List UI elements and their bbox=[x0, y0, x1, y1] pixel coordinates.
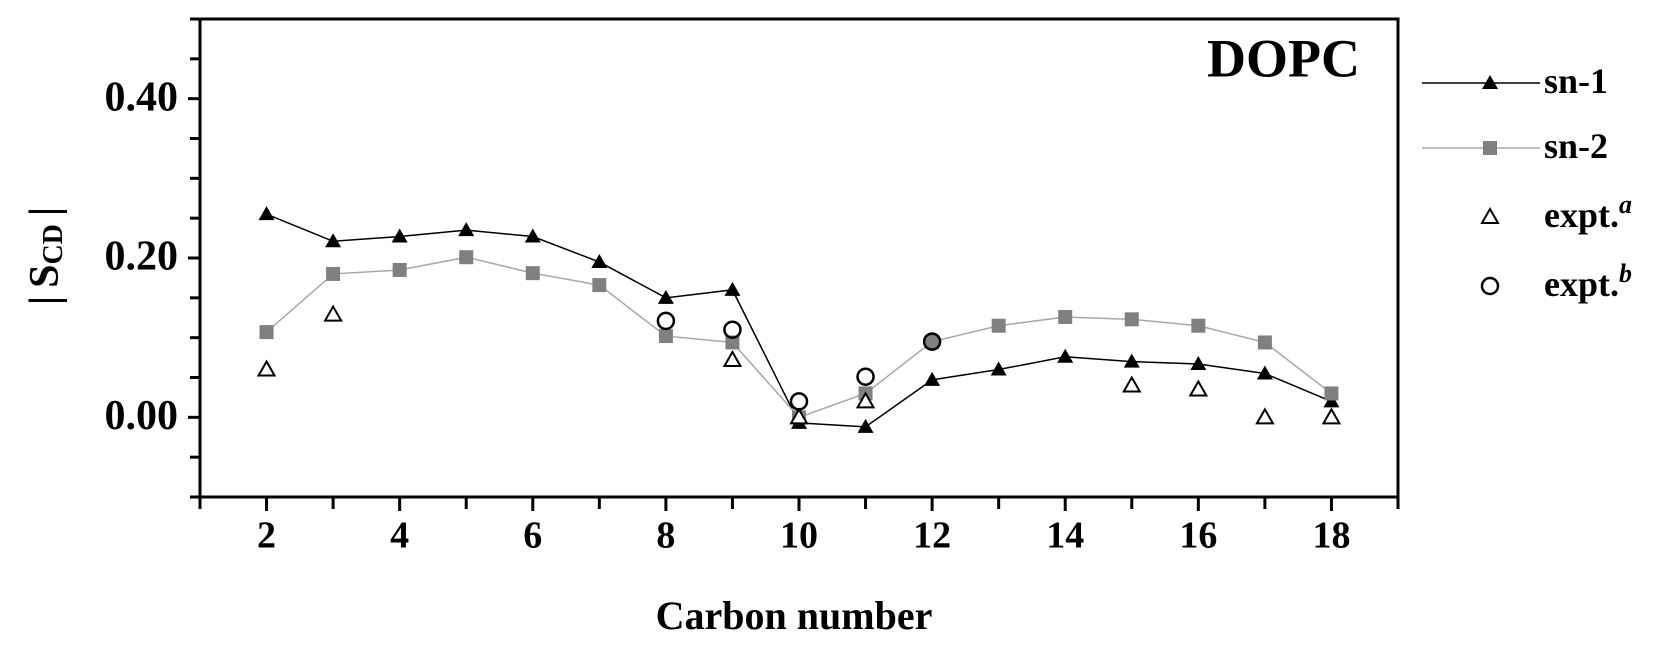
marker-triangle bbox=[1482, 75, 1498, 89]
y-label-bar: | bbox=[22, 207, 68, 216]
y-tick-label: 0.00 bbox=[105, 393, 179, 439]
chart-title: DOPC bbox=[1207, 28, 1360, 88]
marker-triangle bbox=[258, 206, 275, 221]
marker-triangle bbox=[325, 233, 342, 248]
marker-open-triangle bbox=[1122, 375, 1142, 393]
legend-name: expt. bbox=[1544, 195, 1619, 235]
marker-triangle bbox=[458, 222, 475, 237]
y-label-sub: CD bbox=[38, 224, 69, 264]
legend-item: sn-1 bbox=[1422, 61, 1608, 101]
y-axis-label: | SCD | bbox=[22, 207, 70, 305]
marker-triangle bbox=[391, 228, 408, 243]
marker-square bbox=[991, 318, 1006, 333]
marker-open-circle bbox=[723, 320, 742, 339]
marker-open-circle bbox=[1480, 276, 1500, 296]
legend-label: sn-2 bbox=[1544, 126, 1608, 166]
legend-item: sn-2 bbox=[1422, 126, 1608, 166]
marker-open-triangle bbox=[855, 391, 876, 409]
marker-open-circle bbox=[856, 367, 875, 386]
x-tick-label: 4 bbox=[390, 515, 409, 557]
x-tick-label: 2 bbox=[257, 515, 276, 557]
marker-triangle bbox=[990, 361, 1007, 376]
marker-square bbox=[326, 266, 341, 281]
y-label-main: S bbox=[22, 265, 68, 288]
marker-open-triangle bbox=[323, 304, 343, 322]
marker-triangle bbox=[1190, 355, 1207, 370]
marker-square bbox=[1483, 141, 1497, 155]
marker-square bbox=[1058, 309, 1073, 324]
y-tick-label: 0.40 bbox=[105, 74, 179, 120]
marker-open-triangle bbox=[1321, 407, 1342, 425]
marker-triangle bbox=[591, 253, 608, 268]
legend-item: expt.a bbox=[1480, 190, 1632, 235]
marker-square bbox=[592, 278, 607, 293]
x-tick-label: 14 bbox=[1046, 515, 1084, 557]
marker-triangle bbox=[924, 371, 941, 386]
marker-triangle bbox=[657, 289, 674, 304]
marker-open-triangle bbox=[1188, 379, 1209, 397]
legend-name: sn-2 bbox=[1544, 126, 1608, 166]
marker-square bbox=[459, 250, 474, 265]
marker-square bbox=[725, 335, 740, 350]
marker-triangle bbox=[1123, 353, 1140, 368]
y-tick-label: 0.20 bbox=[105, 234, 179, 280]
marker-square bbox=[1124, 312, 1139, 327]
marker-open-triangle bbox=[256, 359, 277, 377]
marker-triangle bbox=[524, 228, 541, 243]
marker-square bbox=[1257, 335, 1272, 350]
legend-label: expt.a bbox=[1544, 190, 1632, 235]
marker-triangle bbox=[857, 418, 874, 433]
legend-name: sn-1 bbox=[1544, 61, 1608, 101]
y-label-bar: | bbox=[22, 296, 68, 305]
x-axis-label: Carbon number bbox=[656, 593, 933, 638]
marker-open-circle bbox=[656, 311, 676, 331]
series-line bbox=[266, 213, 1332, 428]
legend-sup: b bbox=[1619, 259, 1632, 288]
marker-square bbox=[525, 266, 540, 281]
marker-square bbox=[1191, 318, 1206, 333]
marker-open-triangle bbox=[722, 349, 743, 367]
marker-open-triangle bbox=[1255, 407, 1275, 425]
marker-triangle bbox=[1256, 365, 1273, 380]
marker-open-triangle bbox=[789, 407, 809, 425]
marker-square bbox=[392, 262, 407, 277]
marker-open-circle bbox=[922, 332, 942, 351]
marker-square bbox=[925, 334, 940, 349]
marker-square bbox=[1324, 386, 1339, 401]
x-tick-label: 8 bbox=[656, 515, 675, 557]
legend-item: expt.b bbox=[1480, 259, 1632, 304]
x-tick-label: 16 bbox=[1179, 515, 1217, 557]
legend-sup: a bbox=[1619, 190, 1632, 219]
x-tick-label: 10 bbox=[780, 515, 818, 557]
marker-open-triangle bbox=[1480, 206, 1500, 224]
marker-open-circle bbox=[789, 392, 809, 411]
marker-triangle bbox=[724, 281, 741, 296]
legend-label: sn-1 bbox=[1544, 61, 1608, 101]
marker-triangle bbox=[1057, 348, 1074, 363]
x-tick-label: 6 bbox=[523, 515, 542, 557]
marker-square bbox=[658, 329, 673, 344]
legend-name: expt. bbox=[1544, 264, 1619, 304]
x-tick-label: 18 bbox=[1312, 515, 1350, 557]
marker-square bbox=[259, 325, 274, 340]
x-tick-label: 12 bbox=[913, 515, 951, 557]
legend-label: expt.b bbox=[1544, 259, 1632, 304]
